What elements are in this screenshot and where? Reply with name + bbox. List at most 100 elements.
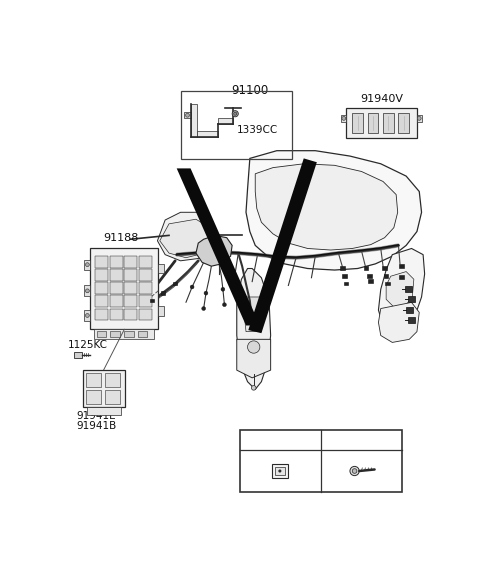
Circle shape [278,470,281,473]
Polygon shape [83,370,125,407]
Bar [382,266,387,270]
Text: 1125KC: 1125KC [67,340,108,350]
Text: 1141AE: 1141AE [341,435,381,445]
Polygon shape [139,296,152,307]
Polygon shape [124,282,137,294]
Polygon shape [184,112,191,118]
Polygon shape [110,256,123,268]
Polygon shape [352,113,363,133]
Circle shape [204,291,208,295]
Bar [399,275,404,279]
Polygon shape [237,339,271,378]
Polygon shape [246,151,421,270]
Text: 91100: 91100 [231,84,268,97]
Polygon shape [105,390,120,404]
Bar [384,274,388,278]
Polygon shape [139,282,152,294]
Polygon shape [95,256,108,268]
Polygon shape [110,308,123,320]
Bar [405,286,411,292]
Bar [399,264,404,268]
Bar [272,464,288,478]
Circle shape [352,469,357,473]
Polygon shape [383,113,394,133]
Polygon shape [244,316,263,332]
Polygon shape [95,269,108,281]
Polygon shape [177,168,260,325]
Polygon shape [158,306,164,316]
Text: 91941E: 91941E [77,411,116,421]
Polygon shape [84,310,90,321]
Polygon shape [86,390,101,404]
Polygon shape [105,373,120,387]
Bar [160,291,165,294]
Circle shape [186,113,190,117]
Bar [342,274,347,278]
Polygon shape [191,105,197,137]
Bar [364,266,369,270]
Polygon shape [90,249,158,329]
Polygon shape [341,115,346,122]
Polygon shape [244,297,263,313]
Polygon shape [417,115,421,122]
Polygon shape [124,269,137,281]
Polygon shape [237,268,271,389]
Polygon shape [196,235,232,266]
Bar [340,266,345,270]
Polygon shape [138,331,147,337]
Polygon shape [157,212,215,261]
Bar [275,467,285,475]
Polygon shape [368,113,378,133]
Bar [367,274,372,278]
Polygon shape [86,407,121,415]
Circle shape [417,116,421,120]
Polygon shape [110,282,123,294]
Polygon shape [160,219,212,258]
Bar [408,296,415,303]
Bar [150,299,155,303]
Polygon shape [197,132,217,137]
Circle shape [85,314,89,317]
Bar [344,282,348,285]
Polygon shape [94,329,155,339]
Polygon shape [84,285,90,296]
Polygon shape [217,118,233,124]
Bar [406,307,413,313]
Circle shape [248,341,260,353]
Polygon shape [124,308,137,320]
Polygon shape [124,331,133,337]
Polygon shape [378,303,419,342]
Polygon shape [110,269,123,281]
Polygon shape [124,256,137,268]
Circle shape [85,289,89,293]
Polygon shape [378,249,425,330]
Polygon shape [110,331,120,337]
Polygon shape [158,264,164,273]
Polygon shape [398,113,409,133]
Bar [180,91,292,159]
Circle shape [85,262,89,267]
Polygon shape [139,308,152,320]
Bar [369,279,373,283]
Polygon shape [96,331,106,337]
Circle shape [221,288,225,291]
Text: 95220G: 95220G [259,435,300,445]
Bar [408,317,415,323]
Polygon shape [95,296,108,307]
Circle shape [202,307,205,310]
Circle shape [342,116,346,120]
Circle shape [350,466,359,475]
Polygon shape [139,256,152,268]
Polygon shape [110,296,123,307]
Polygon shape [86,373,101,387]
Polygon shape [84,260,90,270]
Text: 91940V: 91940V [360,94,403,105]
Bar [173,282,178,285]
Circle shape [232,111,238,117]
Bar [385,282,390,285]
Polygon shape [74,352,82,358]
Circle shape [190,285,194,289]
Polygon shape [95,308,108,320]
Circle shape [234,112,237,115]
Circle shape [223,303,227,307]
